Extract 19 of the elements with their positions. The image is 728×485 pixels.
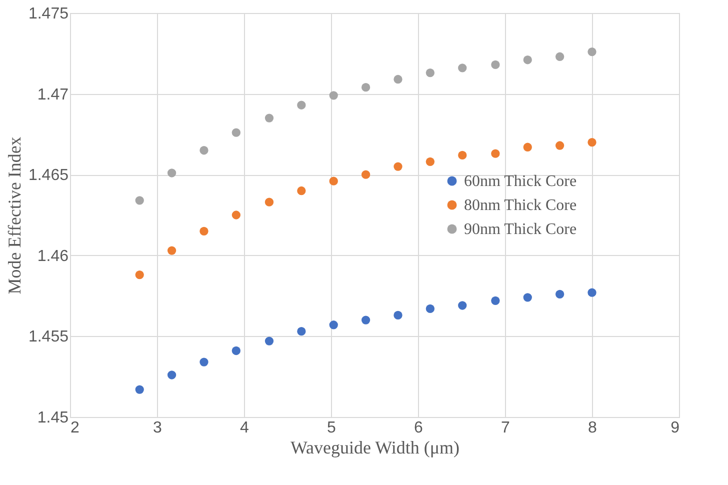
y-tick-label: 1.47: [37, 86, 69, 104]
x-tick-label: 2: [70, 420, 80, 436]
y-axis-title: Mode Effective Index: [4, 136, 24, 294]
x-tick-label: 4: [240, 420, 250, 436]
x-tick-label: 8: [588, 420, 598, 436]
legend-label: 60nm Thick Core: [464, 173, 577, 190]
x-tick-label: 7: [501, 420, 510, 436]
y-tick-label: 1.46: [37, 248, 69, 265]
y-tick-label: 1.45: [37, 410, 69, 426]
x-tick-label: 5: [327, 420, 336, 436]
legend-label: 80nm Thick Core: [464, 197, 577, 214]
y-tick-label: 1.455: [28, 328, 69, 346]
y-tick-label: 1.475: [28, 6, 69, 22]
legend-label: 90nm Thick Core: [464, 221, 577, 238]
x-tick-label: 6: [414, 420, 424, 436]
x-axis-title: Waveguide Width (μm): [290, 438, 460, 458]
x-tick-label: 9: [670, 420, 680, 436]
y-tick-label: 1.465: [28, 167, 69, 184]
x-tick-label: 3: [153, 420, 162, 436]
